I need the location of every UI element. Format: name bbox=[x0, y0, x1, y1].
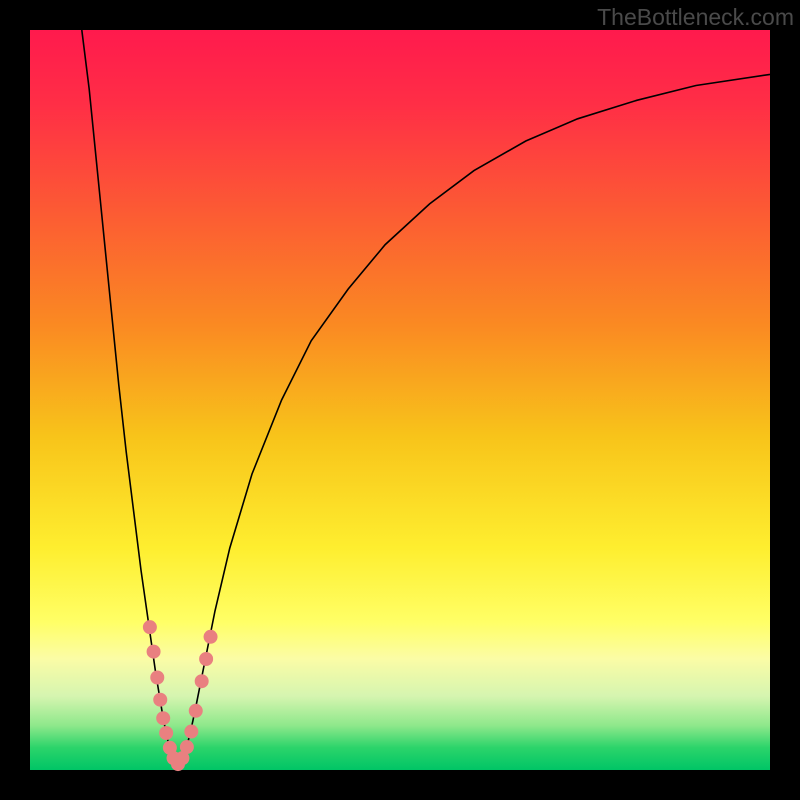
data-marker bbox=[204, 630, 217, 643]
chart-plot-background bbox=[30, 30, 770, 770]
data-marker bbox=[154, 693, 167, 706]
data-marker bbox=[157, 712, 170, 725]
data-marker bbox=[180, 741, 193, 754]
data-marker bbox=[200, 653, 213, 666]
data-marker bbox=[160, 727, 173, 740]
chart-container: TheBottleneck.com bbox=[0, 0, 800, 800]
data-marker bbox=[195, 675, 208, 688]
data-marker bbox=[147, 645, 160, 658]
data-marker bbox=[189, 704, 202, 717]
data-marker bbox=[151, 671, 164, 684]
data-marker bbox=[185, 725, 198, 738]
data-marker bbox=[143, 621, 156, 634]
bottleneck-chart bbox=[0, 0, 800, 800]
